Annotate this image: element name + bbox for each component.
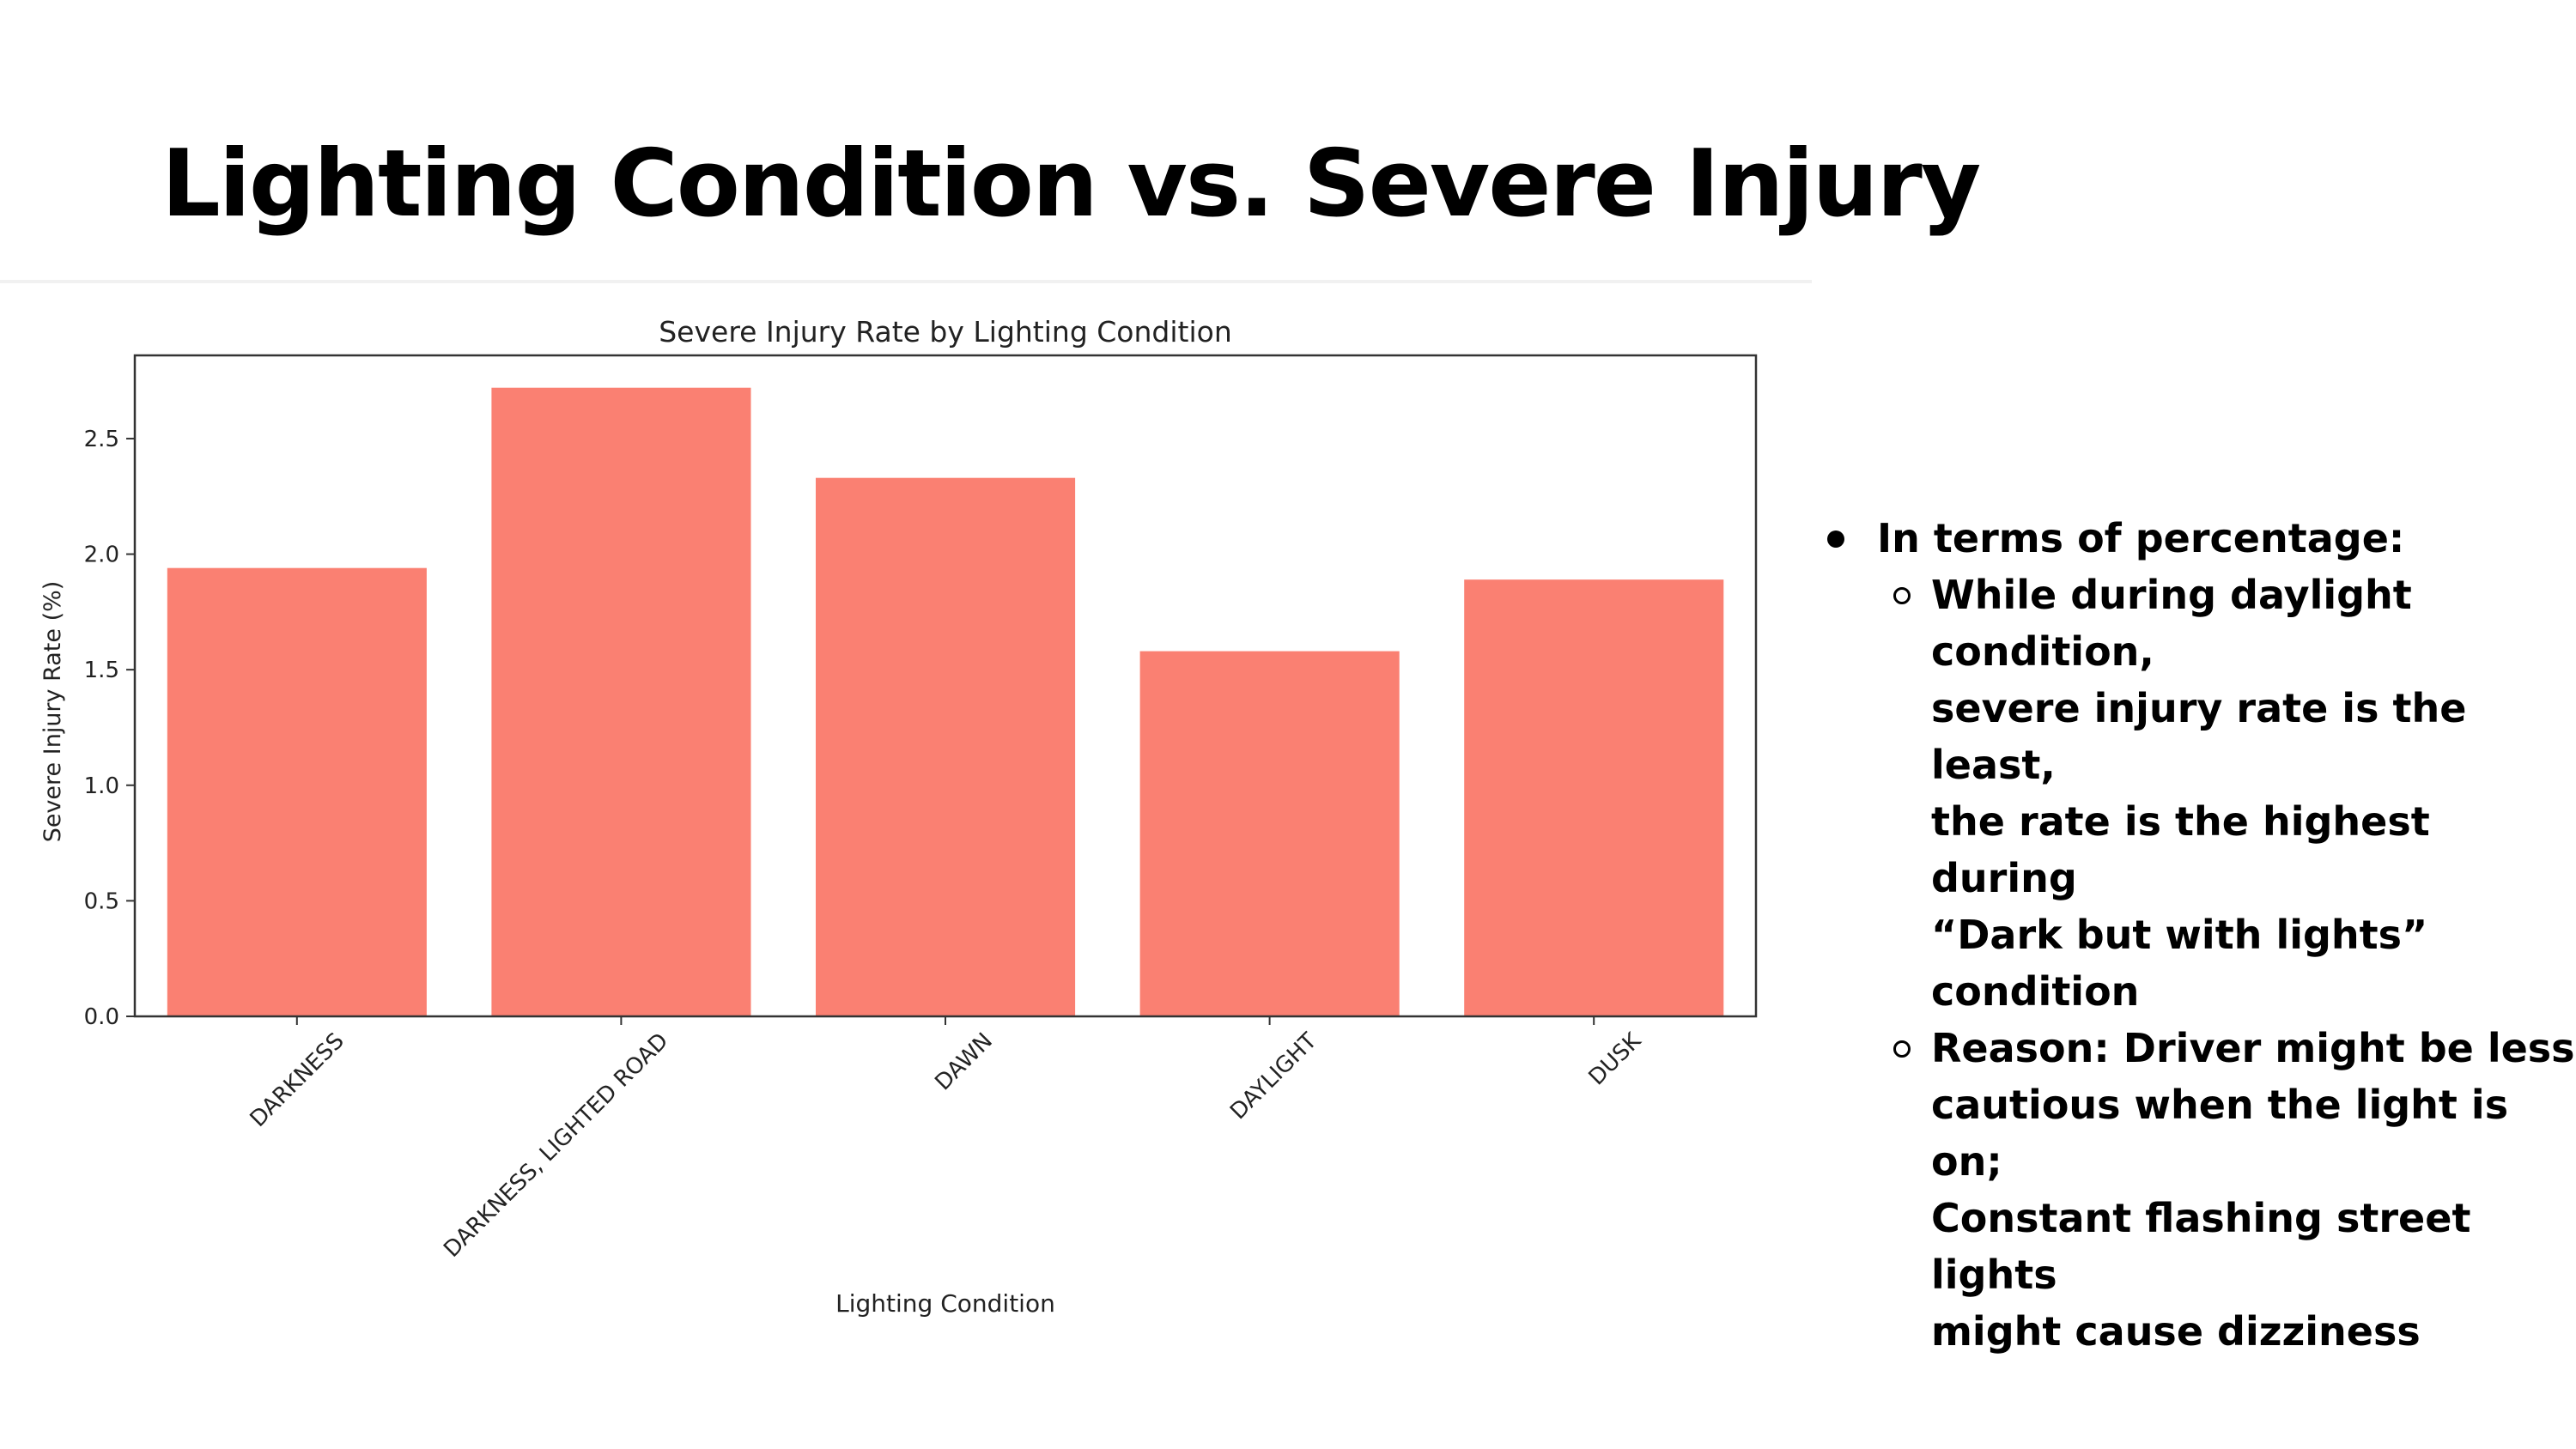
bar xyxy=(1139,651,1400,1016)
chart-title: Severe Injury Rate by Lighting Condition xyxy=(659,315,1232,349)
y-tick-label: 2.0 xyxy=(84,543,119,568)
y-axis-label: Severe Injury Rate (%) xyxy=(39,581,66,843)
x-tick-label: DUSK xyxy=(1584,1028,1647,1090)
bar xyxy=(491,387,751,1016)
bullet-dot-icon xyxy=(1827,530,1844,548)
sub-bullet-item: Reason: Driver might be less cautious wh… xyxy=(1893,1020,2576,1360)
bullet-list: In terms of percentage: While during day… xyxy=(1824,510,2576,1360)
x-tick-label: DAYLIGHT xyxy=(1225,1028,1321,1125)
sub-bullet-text: While during daylight condition, severe … xyxy=(1931,572,2467,1015)
bullet-text: In terms of percentage: xyxy=(1877,515,2405,561)
sub-bullet-item: While during daylight condition, severe … xyxy=(1893,567,2576,1020)
bar-chart: 0.0 0.5 1.0 1.5 2.0 2.5 DARKNESS DARKNESS, LIGH… xyxy=(39,315,1758,1318)
sub-bullet-text: Reason: Driver might be less cautious wh… xyxy=(1931,1025,2575,1355)
hollow-circle-icon xyxy=(1893,587,1911,604)
y-tick-label: 2.5 xyxy=(84,427,119,452)
y-tick-label: 1.0 xyxy=(84,773,119,799)
chart-panel: 0.0 0.5 1.0 1.5 2.0 2.5 DARKNESS DARKNESS, LIGH… xyxy=(0,280,1812,1339)
x-tick-label: DARKNESS xyxy=(246,1028,349,1132)
x-tick-label: DAWN xyxy=(930,1028,998,1096)
x-tick-label: DARKNESS, LIGHTED ROAD xyxy=(439,1028,673,1263)
y-tick-label: 1.5 xyxy=(84,658,119,683)
bullet-item: In terms of percentage: xyxy=(1824,510,2576,567)
bar xyxy=(1464,579,1724,1016)
y-tick-label: 0.0 xyxy=(84,1004,119,1030)
y-tick-label: 0.5 xyxy=(84,888,119,914)
hollow-circle-icon xyxy=(1893,1040,1911,1058)
slide-title: Lighting Condition vs. Severe Injury xyxy=(161,130,1981,238)
bar xyxy=(816,477,1076,1016)
bar xyxy=(167,567,427,1016)
sub-bullet-list: While during daylight condition, severe … xyxy=(1893,567,2576,1360)
x-axis-label: Lighting Condition xyxy=(835,1289,1055,1318)
